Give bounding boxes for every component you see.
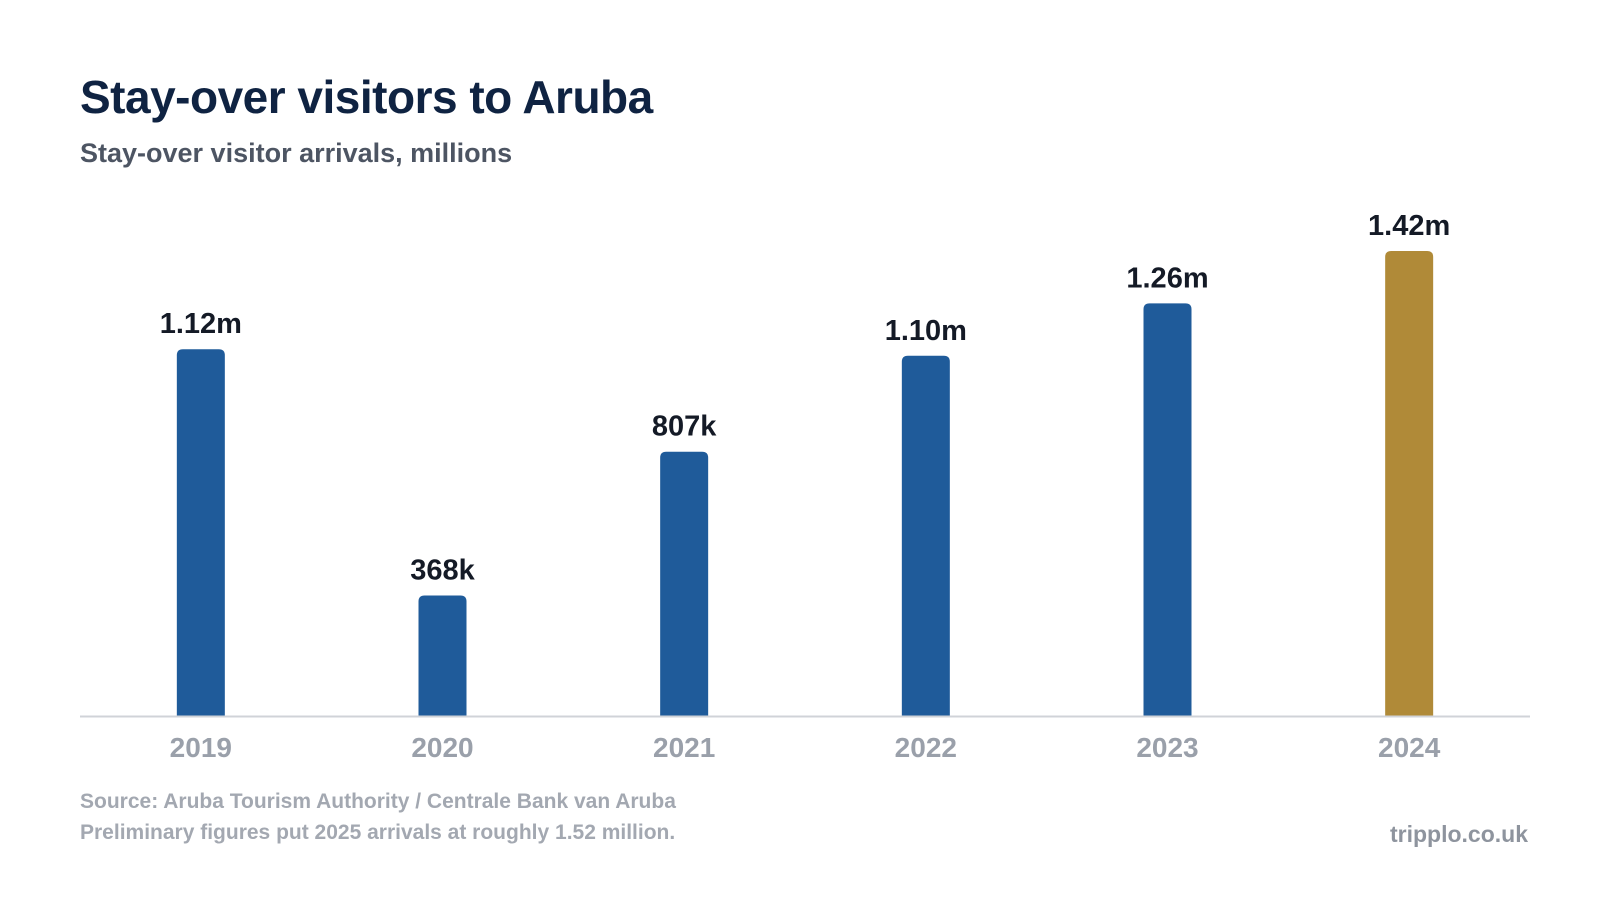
value-label-2020: 368k	[410, 554, 475, 586]
value-label-2023: 1.26m	[1126, 262, 1208, 294]
bar-2022	[901, 355, 950, 716]
footnote: Preliminary figures put 2025 arrivals at…	[80, 821, 676, 844]
chart-subtitle: Stay-over visitor arrivals, millions	[80, 138, 513, 168]
value-label-2019: 1.12m	[160, 308, 242, 340]
chart-title: Stay-over visitors to Aruba	[80, 71, 653, 123]
bar-2020	[418, 595, 467, 716]
bars-group	[176, 251, 1434, 716]
bar-2024	[1385, 251, 1434, 716]
bar-2023	[1143, 303, 1192, 716]
value-label-2021: 807k	[652, 411, 717, 443]
x-tick-labels-group: 2019 2020 2021 2022 2023 2024	[170, 732, 1441, 763]
bar-2021	[660, 451, 709, 716]
bar-chart: 1.12m 368k 807k 1.10m 1.26m 1.42m 2019 2020 202…	[80, 210, 1530, 763]
x-tick-2020: 2020	[411, 732, 473, 763]
x-tick-2023: 2023	[1136, 732, 1198, 763]
brand-link[interactable]: tripplo.co.uk	[1390, 821, 1528, 847]
value-label-2022: 1.10m	[885, 315, 967, 347]
x-tick-2022: 2022	[895, 732, 957, 763]
x-tick-2021: 2021	[653, 732, 715, 763]
value-labels-group: 1.12m 368k 807k 1.10m 1.26m 1.42m	[160, 210, 1451, 586]
value-label-2024: 1.42m	[1368, 210, 1450, 242]
bar-2019	[176, 349, 225, 716]
x-tick-2019: 2019	[170, 732, 232, 763]
x-tick-2024: 2024	[1378, 732, 1441, 763]
source-note: Source: Aruba Tourism Authority / Centra…	[80, 790, 676, 813]
